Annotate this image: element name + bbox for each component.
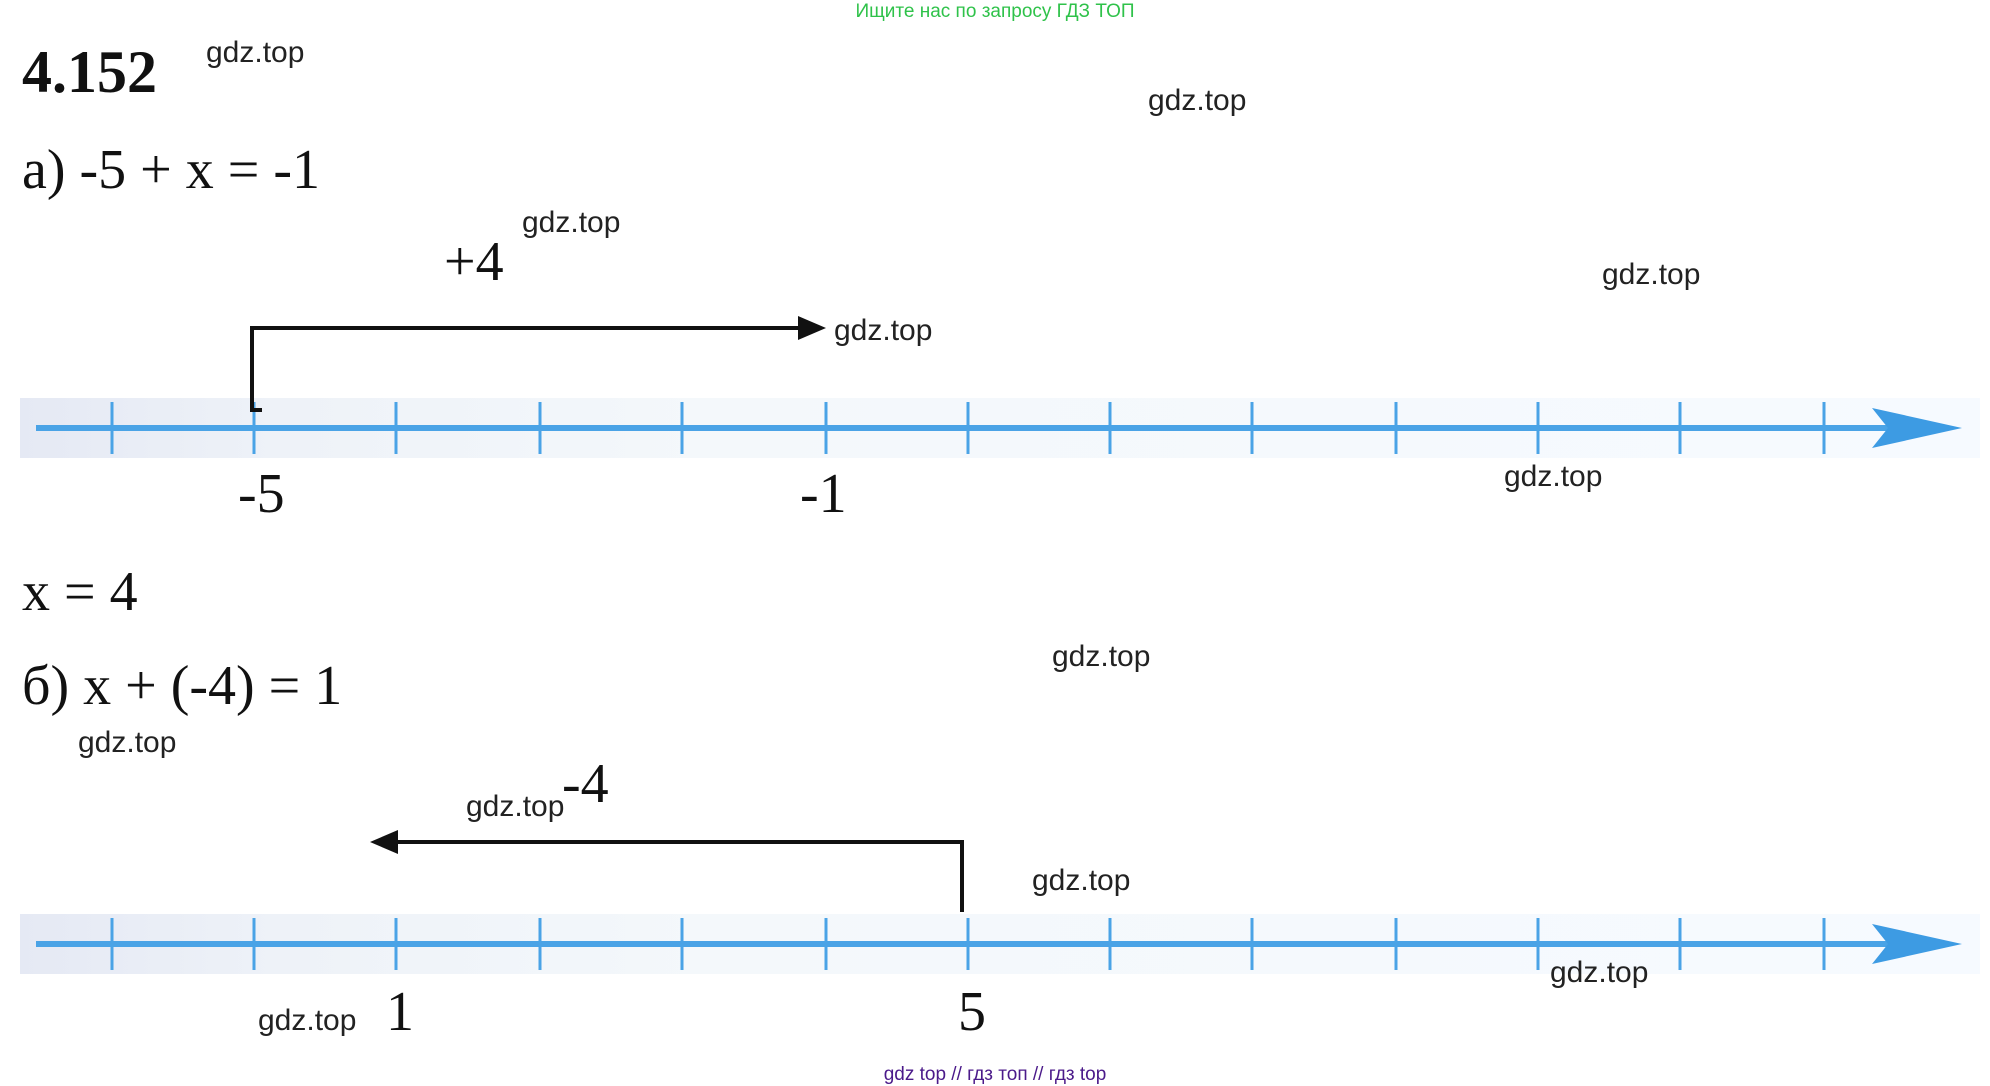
problem-number: 4.152 [22, 39, 157, 105]
jump-arrow-a [250, 316, 826, 412]
watermark: gdz.top [206, 36, 305, 69]
step-label-b: -4 [562, 753, 609, 815]
tick-label-a-minus1: -1 [800, 463, 847, 525]
watermark: gdz.top [1032, 864, 1131, 897]
top-banner: Ищите нас по запросу ГДЗ ТОП [855, 1, 1135, 22]
answer-a: x = 4 [22, 561, 138, 623]
watermark: gdz.top [1052, 640, 1151, 673]
bottom-banner: gdz top // гдз топ // гдз top [883, 1064, 1107, 1085]
tick-label-a-minus5: -5 [238, 463, 285, 525]
tick-label-b-1: 1 [386, 981, 414, 1043]
jump-arrowhead-a [798, 316, 826, 340]
watermark: gdz.top [258, 1004, 357, 1037]
watermark: gdz.top [1550, 956, 1649, 989]
number-line-a [36, 402, 1962, 454]
tick-label-b-5: 5 [958, 981, 986, 1043]
equation-a: а) -5 + x = -1 [22, 139, 320, 201]
watermark: gdz.top [1148, 84, 1247, 117]
watermark: gdz.top [466, 790, 565, 823]
axis-arrowhead-a [1872, 408, 1962, 448]
step-label-a: +4 [444, 231, 504, 293]
jump-arrowhead-b [370, 830, 398, 854]
watermark: gdz.top [522, 206, 621, 239]
watermark: gdz.top [834, 314, 933, 347]
watermark: gdz.top [78, 726, 177, 759]
axis-arrowhead-b [1872, 924, 1962, 964]
number-line-b [36, 918, 1962, 970]
watermark: gdz.top [1602, 258, 1701, 291]
equation-b: б) x + (-4) = 1 [22, 655, 343, 717]
ticks-b [110, 918, 1826, 970]
watermark: gdz.top [1504, 460, 1603, 493]
jump-arrow-b [370, 830, 964, 912]
